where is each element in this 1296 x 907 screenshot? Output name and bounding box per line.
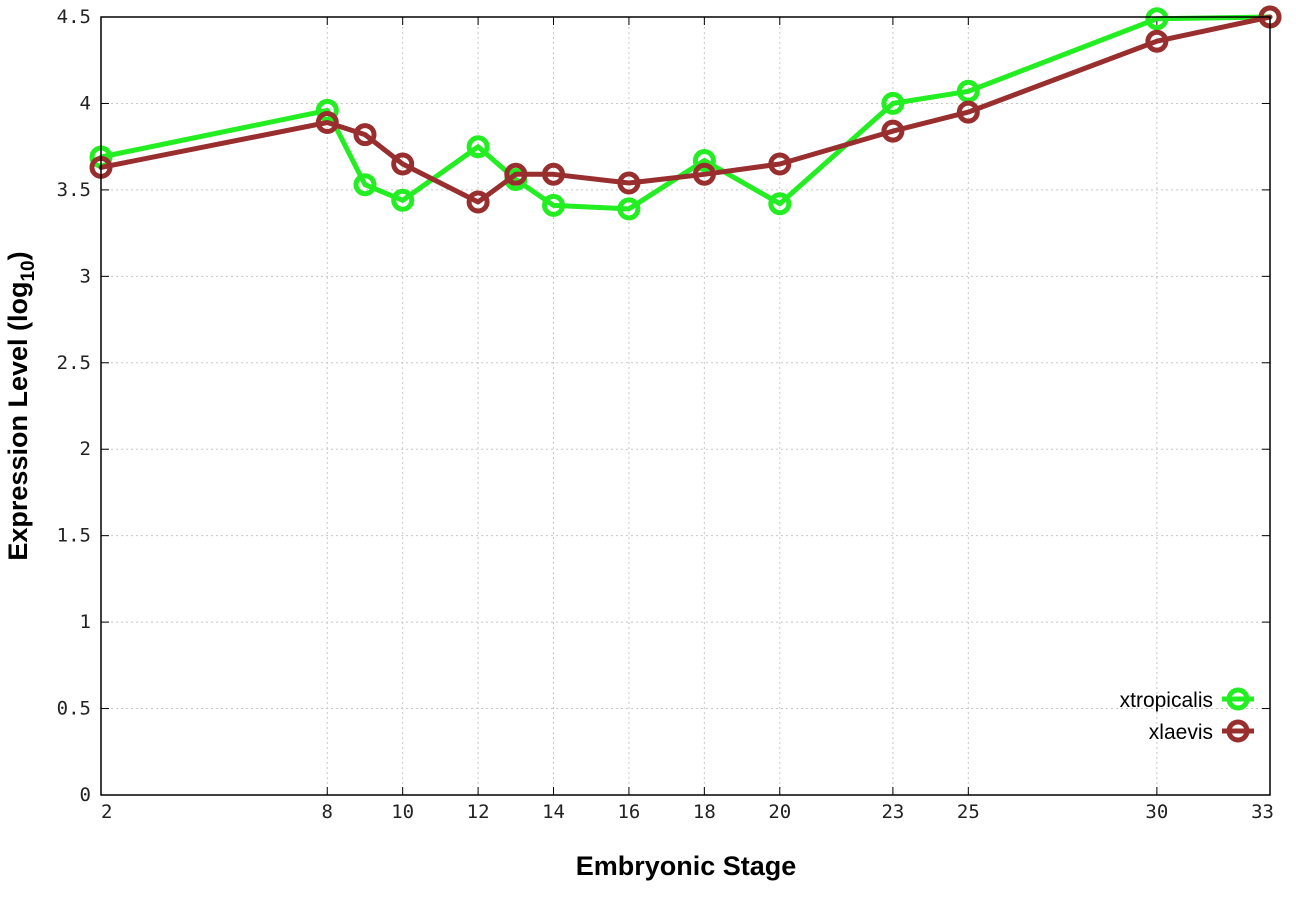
data-point-xtropicalis	[617, 197, 641, 221]
data-point-xlaevis	[956, 100, 980, 124]
data-point-xlaevis	[542, 162, 565, 186]
x-tick-label: 16	[617, 801, 640, 823]
y-tick-label: 1	[80, 611, 91, 633]
data-point-xtropicalis	[315, 98, 339, 122]
data-point-xtropicalis	[353, 173, 377, 197]
y-tick-label: 0	[80, 784, 91, 806]
x-tick-label: 14	[542, 801, 565, 823]
data-point-xtropicalis	[956, 79, 980, 103]
series-line-xtropicalis	[98, 14, 1273, 212]
data-point-xtropicalis	[692, 149, 716, 172]
x-tick-label: 2	[101, 801, 112, 823]
y-axis-title-subscript: 10	[18, 260, 39, 281]
data-point-xtropicalis	[542, 193, 565, 217]
x-tick-label: 18	[693, 801, 716, 823]
x-tick-label: 33	[1251, 801, 1274, 823]
y-tick-label: 3.5	[57, 179, 91, 201]
legend-label-xlaevis: xlaevis	[1149, 721, 1213, 744]
data-point-xlaevis	[466, 190, 490, 214]
data-point-xtropicalis	[881, 91, 905, 115]
x-tick-label: 30	[1145, 801, 1168, 823]
y-tick-label: 2.5	[57, 352, 91, 374]
data-point-xtropicalis	[466, 135, 490, 159]
data-point-xlaevis	[504, 162, 528, 186]
legend: xtropicalis xlaevis	[1120, 687, 1254, 744]
x-tick-label: 8	[322, 801, 333, 823]
data-point-xtropicalis	[768, 192, 792, 216]
y-tick-label: 1.5	[57, 525, 91, 547]
legend-marker-xtropicalis	[1226, 687, 1250, 711]
data-point-xlaevis	[391, 152, 415, 176]
legend-marker-xlaevis	[1226, 719, 1250, 743]
data-point-xtropicalis	[1145, 7, 1169, 31]
y-axis-title-close: )	[3, 251, 33, 260]
y-tick-label: 0.5	[57, 698, 91, 720]
axis-ticks: 0 0.5 1 1.5 2 2.5 3 3.5 4 4.5 2 8 10 12 14 16 18 20 23 25 30…	[57, 6, 1274, 823]
data-point-xlaevis	[768, 152, 792, 176]
y-tick-label: 3	[80, 265, 91, 287]
series-xtropicalis	[89, 5, 1282, 221]
x-axis-title: Embryonic Stage	[576, 851, 797, 881]
y-axis-title: Expression Level (log10)	[3, 251, 39, 560]
legend-label-xtropicalis: xtropicalis	[1120, 689, 1213, 712]
x-tick-label: 20	[768, 801, 791, 823]
data-point-xlaevis	[617, 171, 641, 195]
x-tick-label: 10	[391, 801, 414, 823]
data-point-xlaevis	[881, 119, 905, 143]
y-tick-label: 4.5	[57, 6, 91, 28]
data-point-xlaevis	[1145, 29, 1169, 53]
plot-frame	[100, 16, 1271, 796]
data-point-xlaevis	[353, 123, 377, 147]
data-point-xlaevis	[692, 162, 716, 186]
x-tick-label: 12	[467, 801, 490, 823]
data-series	[89, 5, 1282, 221]
y-tick-label: 2	[80, 438, 91, 460]
data-point-xtropicalis	[391, 188, 415, 212]
y-axis-title-main: Expression Level (log	[3, 282, 33, 561]
x-tick-label: 25	[957, 801, 980, 823]
x-tick-label: 23	[881, 801, 904, 823]
data-point-xlaevis	[315, 111, 339, 134]
y-tick-label: 4	[80, 92, 91, 114]
